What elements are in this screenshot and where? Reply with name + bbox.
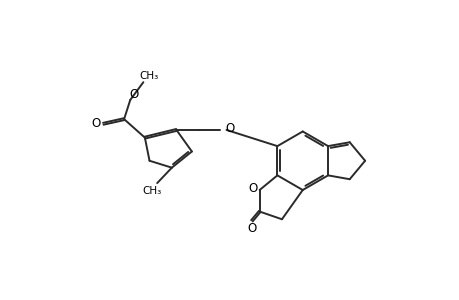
Text: CH₃: CH₃: [142, 186, 161, 196]
Text: O: O: [225, 122, 235, 135]
Text: O: O: [247, 182, 257, 195]
Text: O: O: [247, 222, 256, 235]
Text: O: O: [129, 88, 139, 101]
Text: O: O: [91, 117, 101, 130]
Text: CH₃: CH₃: [139, 71, 158, 81]
